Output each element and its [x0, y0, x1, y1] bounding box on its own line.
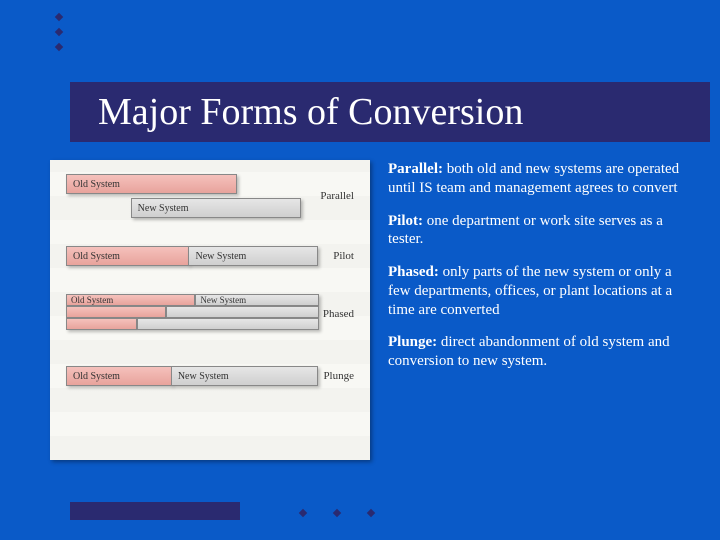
- term-text: one department or work site serves as a …: [388, 213, 663, 248]
- term-label: Parallel:: [388, 161, 443, 177]
- pilot-block: Old System New System Pilot: [66, 246, 360, 272]
- pilot-label: Pilot: [333, 250, 354, 262]
- title-bar: Major Forms of Conversion: [70, 82, 710, 142]
- pilot-old-bar: Old System: [66, 246, 189, 266]
- definitions-list: Parallel: both old and new systems are o…: [388, 160, 688, 460]
- parallel-label: Parallel: [320, 190, 354, 202]
- plunge-new-bar: New System: [171, 366, 318, 386]
- parallel-new-bar: New System: [131, 198, 302, 218]
- decorative-top-bullets: [56, 14, 62, 59]
- phased-old-step: Old System: [66, 294, 195, 306]
- pilot-new-bar: New System: [188, 246, 317, 266]
- parallel-block: Old System New System Parallel: [66, 174, 360, 224]
- decorative-bottom-bullets: [300, 510, 374, 516]
- term-label: Plunge:: [388, 334, 437, 350]
- phased-old-step: [66, 318, 137, 330]
- phased-new-step: [166, 306, 319, 318]
- plunge-old-bar: Old System: [66, 366, 172, 386]
- conversion-diagram: Old System New System Parallel Old Syste…: [50, 160, 370, 460]
- definition-pilot: Pilot: one department or work site serve…: [388, 212, 688, 250]
- phased-block: Old System New System Phased: [66, 294, 360, 344]
- plunge-block: Old System New System Plunge: [66, 366, 360, 392]
- definition-phased: Phased: only parts of the new system or …: [388, 263, 688, 319]
- definition-plunge: Plunge: direct abandonment of old system…: [388, 333, 688, 371]
- parallel-old-bar: Old System: [66, 174, 237, 194]
- decorative-bottom-bar: [70, 502, 240, 520]
- phased-label: Phased: [323, 308, 354, 320]
- term-label: Pilot:: [388, 213, 423, 229]
- definition-parallel: Parallel: both old and new systems are o…: [388, 160, 688, 198]
- content-area: Old System New System Parallel Old Syste…: [50, 160, 690, 460]
- term-label: Phased:: [388, 264, 439, 280]
- phased-old-step: [66, 306, 166, 318]
- phased-new-step: [137, 318, 319, 330]
- plunge-label: Plunge: [323, 370, 354, 382]
- page-title: Major Forms of Conversion: [98, 90, 523, 134]
- phased-new-step: New System: [195, 294, 318, 306]
